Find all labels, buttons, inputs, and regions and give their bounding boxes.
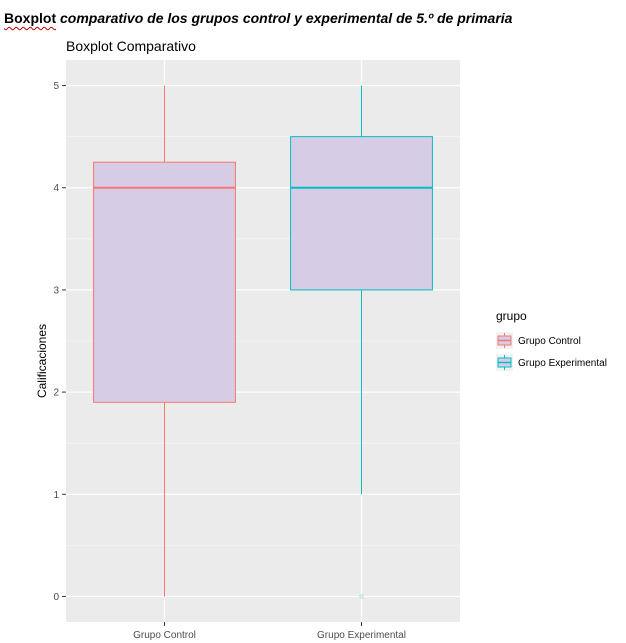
legend-title: grupo [496,309,527,323]
y-axis: 0 1 2 3 4 5 [53,81,66,603]
y-tick-label: 0 [53,592,59,603]
y-tick-label: 1 [53,490,59,501]
box-experimental [290,85,433,599]
caption-lead: Boxplot [4,10,57,26]
legend-label: Grupo Experimental [518,358,607,369]
legend-key [496,332,513,349]
box-iqr [93,161,236,403]
document-caption: Boxplot comparativo de los grupos contro… [4,10,512,26]
y-tick-label: 4 [53,183,59,194]
y-axis-title: Calificaciones [35,324,49,398]
x-tick-label: Grupo Control [133,630,196,641]
box-iqr [290,136,433,291]
y-tick-label: 5 [53,81,59,92]
legend: grupo Grupo Control Grupo Experimental [496,309,607,371]
y-tick-label: 2 [53,388,59,399]
caption-rest: comparativo de los grupos control y expe… [56,10,513,26]
legend-label: Grupo Control [518,336,581,347]
boxes [93,85,433,599]
outlier-point [359,594,364,599]
box-control [93,85,236,597]
chart-title: Boxplot Comparativo [66,38,196,54]
legend-key [496,354,513,371]
y-tick-label: 3 [53,285,59,296]
x-axis: Grupo Control Grupo Experimental [133,622,406,641]
x-tick-label: Grupo Experimental [317,630,406,641]
